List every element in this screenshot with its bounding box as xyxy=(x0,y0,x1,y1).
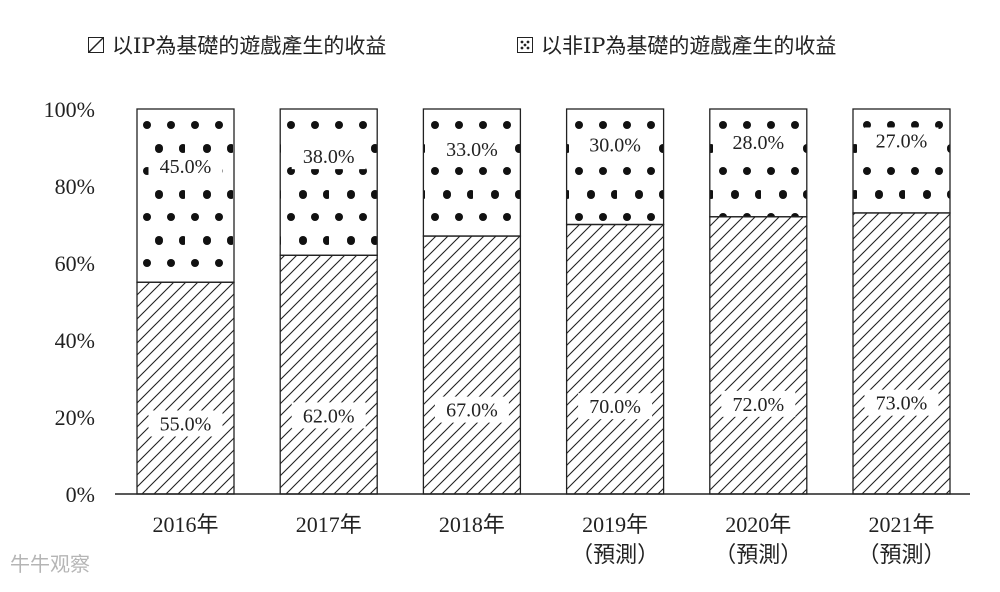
data-label-background xyxy=(291,143,366,170)
bar-segment-non-ip xyxy=(852,108,951,214)
bar-segment-non-ip xyxy=(279,108,378,256)
watermark: 牛牛观察 xyxy=(10,552,90,576)
dots-swatch-icon xyxy=(517,37,533,53)
legend-item-non-ip: 以非IP為基礎的遊戲產生的收益 xyxy=(517,30,836,60)
bar-segment-ip xyxy=(709,216,808,495)
y-tick-label: 60% xyxy=(55,251,95,276)
y-tick-label: 80% xyxy=(55,174,95,199)
x-tick-label: 2021年 xyxy=(868,512,934,537)
x-tick-sublabel: （預測） xyxy=(714,542,802,567)
hatch-swatch-icon xyxy=(88,37,104,53)
legend-label: 以IP為基礎的遊戲產生的收益 xyxy=(112,34,387,58)
data-label: 45.0% xyxy=(160,156,212,178)
data-label-background xyxy=(434,136,509,163)
data-label: 38.0% xyxy=(303,146,355,168)
data-label-background xyxy=(148,153,223,180)
bar-segment-ip xyxy=(422,235,522,495)
data-label: 33.0% xyxy=(446,139,498,161)
data-label: 27.0% xyxy=(876,130,928,152)
data-label-background xyxy=(721,390,796,417)
data-label: 62.0% xyxy=(303,405,355,427)
y-tick-label: 20% xyxy=(55,405,95,430)
x-tick-label: 2020年 xyxy=(725,512,791,537)
data-label: 73.0% xyxy=(876,393,928,415)
bar-segment-ip xyxy=(852,212,951,495)
x-tick-sublabel: （預測） xyxy=(857,542,945,567)
legend-item-ip: 以IP為基礎的遊戲產生的收益 xyxy=(88,30,386,60)
data-label: 70.0% xyxy=(589,396,641,418)
legend-label: 以非IP為基礎的遊戲產生的收益 xyxy=(541,34,837,58)
data-label-background xyxy=(721,128,796,155)
bar-segment-ip xyxy=(279,254,378,495)
y-tick-label: 0% xyxy=(66,482,95,507)
data-label-background xyxy=(291,402,366,429)
bar-segment-ip xyxy=(565,223,665,495)
data-label: 67.0% xyxy=(446,400,498,422)
data-label: 72.0% xyxy=(732,394,784,416)
x-tick-label: 2017年 xyxy=(296,512,362,537)
x-tick-label: 2018年 xyxy=(439,512,505,537)
bar-segment-non-ip xyxy=(136,108,235,283)
data-label: 55.0% xyxy=(160,413,212,435)
bar-segment-non-ip xyxy=(422,108,522,237)
data-label-background xyxy=(864,389,939,416)
data-label: 30.0% xyxy=(589,135,641,157)
y-tick-label: 40% xyxy=(55,328,95,353)
data-label-background xyxy=(578,131,653,158)
y-tick-label: 100% xyxy=(44,97,95,122)
x-tick-label: 2019年 xyxy=(582,512,648,537)
bar-segment-ip xyxy=(136,281,235,495)
bar-segment-non-ip xyxy=(565,108,665,226)
data-label-background xyxy=(148,410,223,437)
data-label-background xyxy=(864,127,939,154)
data-label-background xyxy=(434,396,509,423)
bar-segment-non-ip xyxy=(709,108,808,218)
x-tick-sublabel: （預測） xyxy=(571,542,659,567)
x-tick-label: 2016年 xyxy=(152,512,218,537)
data-label: 28.0% xyxy=(732,132,784,154)
data-label-background xyxy=(578,393,653,420)
